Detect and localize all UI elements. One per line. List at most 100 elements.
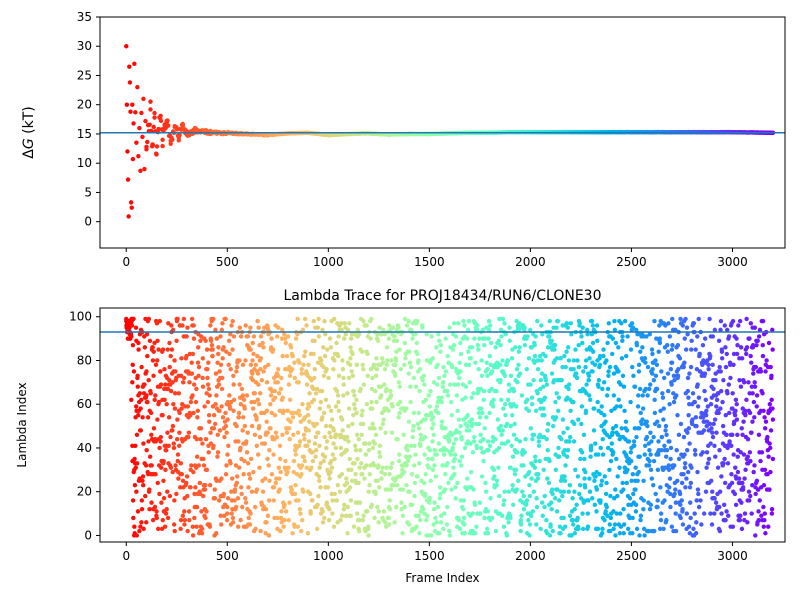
lambda-point	[711, 421, 716, 427]
lambda-point	[269, 336, 274, 341]
lambda-point	[240, 504, 245, 510]
lambda-point	[673, 511, 678, 516]
lambda-point	[240, 428, 245, 433]
lambda-point	[129, 323, 135, 328]
lambda-point	[498, 342, 503, 348]
lambda-point	[588, 397, 593, 403]
lambda-point	[267, 447, 272, 453]
lambda-point	[301, 432, 307, 438]
lambda-point	[549, 506, 554, 512]
lambda-point	[250, 406, 256, 411]
lambda-point	[510, 412, 515, 418]
lambda-point	[237, 358, 242, 363]
lambda-point	[733, 397, 739, 403]
lambda-point	[148, 391, 153, 396]
lambda-point	[574, 375, 580, 381]
lambda-point	[159, 526, 165, 532]
lambda-point	[684, 511, 689, 516]
lambda-point	[421, 480, 427, 486]
lambda-point	[605, 340, 610, 346]
lambda-point	[504, 533, 510, 538]
lambda-point	[668, 504, 673, 510]
lambda-point	[322, 454, 328, 459]
lambda-point	[193, 485, 198, 490]
lambda-point	[660, 391, 665, 396]
lambda-point	[489, 515, 495, 521]
lambda-point	[488, 496, 493, 501]
lambda-point	[131, 369, 137, 374]
lambda-point	[151, 349, 156, 354]
lambda-point	[286, 465, 291, 470]
lambda-point	[672, 377, 677, 383]
lambda-point	[572, 489, 577, 494]
lambda-point	[463, 362, 469, 368]
lambda-point	[667, 439, 672, 444]
lambda-point	[542, 504, 547, 510]
lambda-point	[131, 469, 136, 475]
lambda-point	[144, 520, 149, 525]
lambda-point	[649, 476, 655, 481]
lambda-point	[509, 443, 514, 448]
lambda-point	[175, 458, 180, 464]
lambda-point	[220, 321, 225, 326]
lambda-point	[552, 377, 557, 383]
lambda-point	[292, 360, 297, 365]
lambda-point	[696, 395, 702, 400]
lambda-point	[565, 345, 571, 350]
lambda-point	[281, 524, 286, 529]
delta-g-point	[136, 153, 141, 159]
lambda-point	[533, 454, 538, 459]
lambda-point	[478, 511, 483, 516]
lambda-point	[515, 450, 520, 455]
lambda-point	[568, 408, 573, 413]
lambda-point	[356, 332, 362, 337]
lambda-point	[654, 362, 660, 368]
lambda-point	[671, 373, 677, 378]
lambda-point	[282, 502, 287, 508]
lambda-point	[488, 362, 493, 368]
lambda-point	[369, 399, 374, 405]
lambda-point	[168, 388, 174, 394]
lambda-point	[168, 353, 173, 359]
lambda-point	[218, 362, 224, 368]
lambda-point	[633, 487, 638, 492]
lambda-point	[705, 404, 711, 409]
lambda-point	[726, 334, 732, 339]
lambda-point	[295, 316, 300, 322]
lambda-point	[529, 476, 534, 481]
lambda-point	[609, 408, 614, 413]
delta-g-point	[129, 205, 134, 210]
lambda-point	[637, 426, 642, 431]
lambda-point	[441, 364, 446, 370]
lambda-point	[185, 325, 190, 330]
lambda-point	[683, 485, 688, 490]
lambda-point	[657, 526, 663, 532]
lambda-point	[561, 489, 567, 494]
lambda-point	[636, 469, 641, 475]
lambda-point	[360, 408, 365, 413]
lambda-point	[210, 347, 215, 352]
lambda-point	[301, 489, 306, 494]
lambda-point	[238, 517, 243, 523]
lambda-point	[417, 367, 423, 372]
lambda-point	[611, 450, 616, 455]
lambda-point	[483, 480, 488, 486]
lambda-point	[368, 336, 373, 341]
lambda-point	[528, 382, 533, 387]
lambda-point	[280, 432, 285, 438]
lambda-point	[707, 316, 712, 322]
lambda-point	[535, 367, 541, 372]
lambda-point	[272, 515, 277, 521]
lambda-point	[184, 353, 189, 359]
lambda-point	[562, 447, 567, 453]
lambda-point	[638, 517, 643, 523]
lambda-point	[246, 472, 252, 477]
lambda-point	[704, 450, 710, 455]
lambda-point	[207, 393, 212, 398]
lambda-point	[277, 391, 282, 396]
lambda-point	[666, 321, 671, 326]
lambda-point	[175, 452, 181, 457]
lambda-point	[228, 332, 233, 337]
lambda-point	[280, 327, 285, 333]
lambda-point	[380, 356, 385, 361]
